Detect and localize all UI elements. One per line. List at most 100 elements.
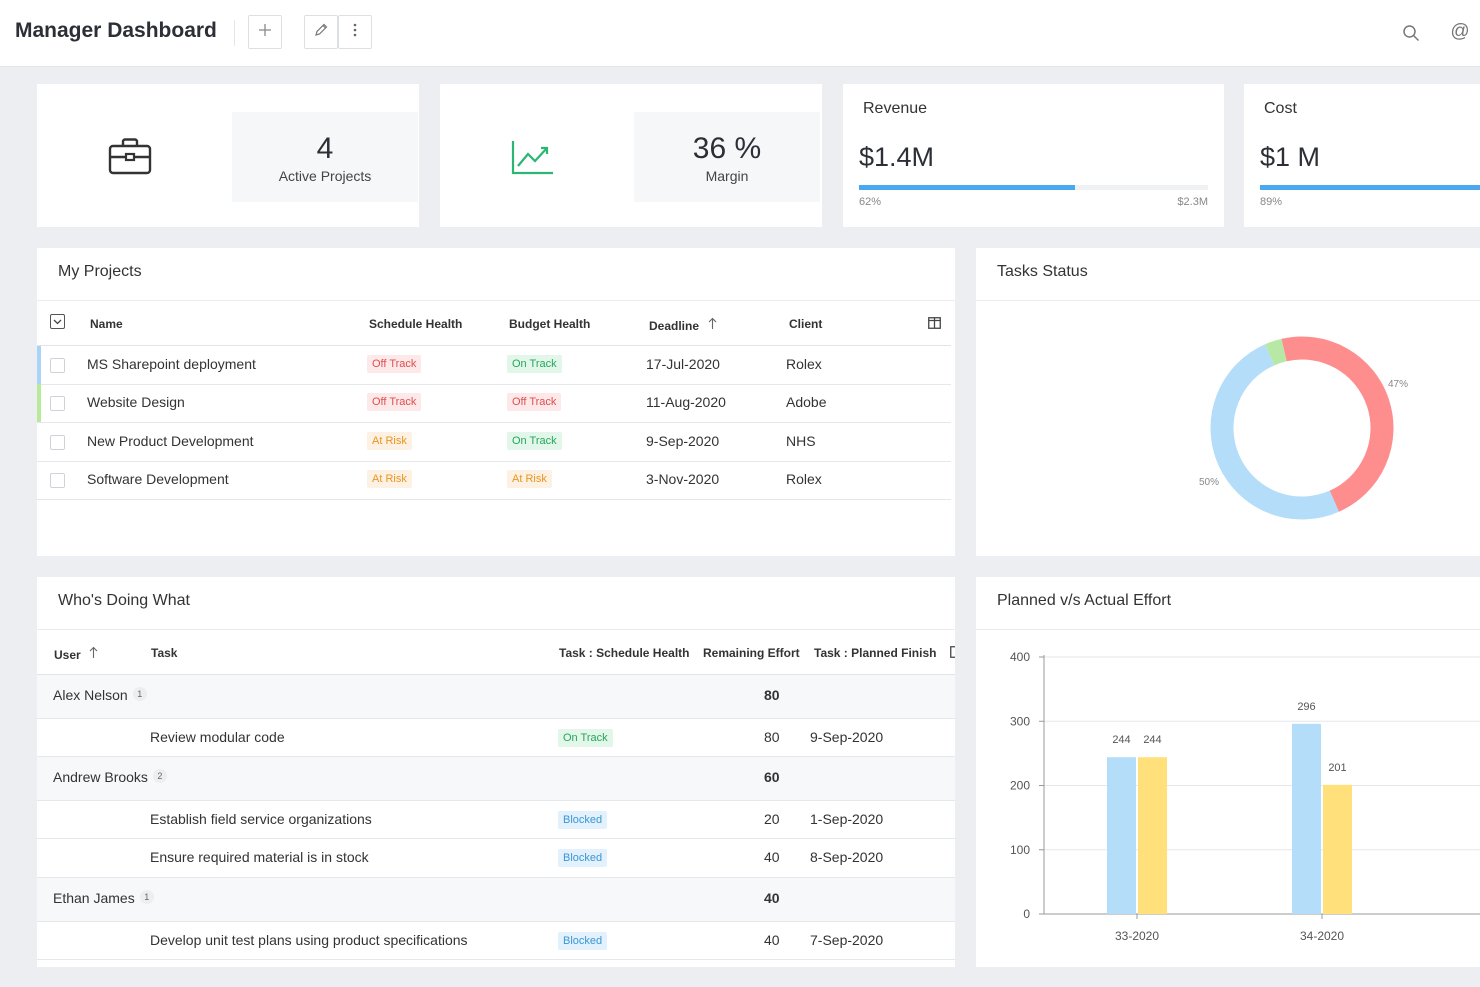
projects-table-header: Name Schedule Health Budget Health Deadl… bbox=[37, 301, 951, 346]
user-group-row[interactable]: Andrew Brooks 2 60 bbox=[37, 757, 955, 801]
task-name[interactable]: Review modular code bbox=[150, 729, 285, 745]
group-user: Alex Nelson 1 bbox=[53, 687, 147, 703]
row-checkbox[interactable] bbox=[50, 473, 65, 488]
budget-health-badge: On Track bbox=[507, 355, 562, 373]
effort-chart-title: Planned v/s Actual Effort bbox=[997, 592, 1172, 609]
revenue-card: Revenue $1.4M 62% $2.3M bbox=[843, 84, 1224, 227]
toolbar-divider bbox=[234, 20, 235, 46]
project-name[interactable]: New Product Development bbox=[87, 433, 254, 449]
whos-doing-what-panel: Who's Doing What User Task Task : Schedu… bbox=[37, 577, 955, 967]
task-health-badge: Blocked bbox=[558, 932, 608, 950]
sort-ascending-icon bbox=[89, 646, 98, 662]
project-row[interactable]: New Product Development At Risk On Track… bbox=[37, 423, 951, 462]
my-projects-title: My Projects bbox=[58, 263, 142, 280]
more-vertical-icon bbox=[353, 23, 357, 42]
cost-title: Cost bbox=[1264, 100, 1297, 117]
tasks-status-donut: 47% 50% bbox=[1199, 336, 1408, 520]
col-schedule-health[interactable]: Schedule Health bbox=[369, 317, 463, 331]
search-icon[interactable] bbox=[1400, 22, 1422, 44]
x-tick-label: 34-2020 bbox=[1300, 929, 1344, 943]
col-budget-health[interactable]: Budget Health bbox=[509, 317, 591, 331]
effort-bar[interactable] bbox=[1292, 723, 1321, 914]
project-name[interactable]: MS Sharepoint deployment bbox=[87, 356, 256, 372]
active-projects-card: 4 Active Projects bbox=[37, 84, 419, 227]
task-row[interactable]: Develop unit test plans using product sp… bbox=[37, 922, 955, 960]
task-row[interactable]: Ensure required material is in stock Blo… bbox=[37, 839, 955, 878]
col-deadline[interactable]: Deadline bbox=[649, 317, 717, 333]
task-name[interactable]: Establish field service organizations bbox=[150, 811, 372, 827]
row-checkbox[interactable] bbox=[50, 358, 65, 373]
col-user[interactable]: User bbox=[54, 646, 98, 662]
task-name[interactable]: Develop unit test plans using product sp… bbox=[150, 932, 468, 948]
schedule-health-badge: Off Track bbox=[367, 355, 422, 373]
column-chooser-icon[interactable] bbox=[928, 316, 941, 334]
col-task[interactable]: Task bbox=[151, 646, 178, 660]
x-tick-label: 33-2020 bbox=[1115, 929, 1159, 943]
y-tick-label: 0 bbox=[1023, 907, 1030, 921]
project-client: Adobe bbox=[786, 394, 827, 410]
user-group-row[interactable]: Ethan James 1 40 bbox=[37, 878, 955, 922]
pencil-icon bbox=[313, 22, 329, 43]
top-bar: Manager Dashboard @ bbox=[0, 0, 1480, 67]
cost-progress-fill bbox=[1260, 185, 1480, 190]
task-finish: 7-Sep-2020 bbox=[810, 932, 884, 948]
donut-slice-label: 47% bbox=[1388, 379, 1408, 390]
column-chooser-icon[interactable] bbox=[950, 645, 955, 663]
row-checkbox[interactable] bbox=[50, 435, 65, 450]
chevron-down-icon bbox=[53, 319, 62, 325]
more-options-button[interactable] bbox=[338, 15, 372, 49]
active-projects-stat: 4 Active Projects bbox=[232, 112, 418, 202]
at-icon[interactable]: @ bbox=[1450, 21, 1470, 42]
task-health-badge: On Track bbox=[558, 729, 613, 747]
panel-divider bbox=[976, 629, 1480, 630]
project-deadline: 11-Aug-2020 bbox=[646, 394, 726, 410]
panel-divider bbox=[37, 300, 955, 301]
col-deadline-label: Deadline bbox=[649, 319, 700, 333]
effort-bar-chart: 0 100 200 300 400 244 244 33-2020 296 201 34-2020 bbox=[1010, 650, 1480, 943]
task-row[interactable]: Establish field service organizations Bl… bbox=[37, 801, 955, 839]
budget-health-badge: Off Track bbox=[507, 393, 562, 411]
project-deadline: 9-Sep-2020 bbox=[646, 433, 720, 449]
project-row[interactable]: MS Sharepoint deployment Off Track On Tr… bbox=[37, 346, 951, 385]
task-finish: 1-Sep-2020 bbox=[810, 811, 884, 827]
select-all-checkbox[interactable] bbox=[50, 314, 65, 329]
panel-divider bbox=[37, 629, 955, 630]
effort-bar[interactable] bbox=[1107, 757, 1136, 914]
edit-button[interactable] bbox=[304, 15, 338, 49]
col-remaining-effort[interactable]: Remaining Effort bbox=[703, 646, 800, 660]
bar-value-label: 201 bbox=[1328, 762, 1346, 774]
task-name[interactable]: Ensure required material is in stock bbox=[150, 849, 369, 865]
schedule-health-badge: At Risk bbox=[367, 432, 412, 450]
user-group-row[interactable]: Alex Nelson 1 80 bbox=[37, 675, 955, 719]
effort-bar[interactable] bbox=[1323, 784, 1352, 914]
group-user-name: Alex Nelson bbox=[53, 687, 128, 703]
row-checkbox[interactable] bbox=[50, 396, 65, 411]
my-projects-panel: My Projects Name Schedule Health Budget … bbox=[37, 248, 955, 556]
col-planned-finish[interactable]: Task : Planned Finish bbox=[814, 646, 937, 660]
col-name[interactable]: Name bbox=[90, 317, 123, 331]
tasks-status-title: Tasks Status bbox=[997, 263, 1088, 280]
revenue-value: $1.4M bbox=[859, 142, 935, 172]
effort-bar[interactable] bbox=[1138, 757, 1167, 914]
revenue-max: $2.3M bbox=[1177, 196, 1208, 208]
schedule-health-badge: Off Track bbox=[367, 393, 422, 411]
col-task-schedule-health[interactable]: Task : Schedule Health bbox=[559, 646, 690, 660]
donut-slice[interactable] bbox=[1281, 336, 1394, 512]
col-client[interactable]: Client bbox=[789, 317, 823, 331]
task-row[interactable]: Review modular code On Track 80 9-Sep-20… bbox=[37, 719, 955, 757]
budget-health-badge: On Track bbox=[507, 432, 562, 450]
bar-value-label: 296 bbox=[1297, 701, 1315, 713]
project-row[interactable]: Website Design Off Track Off Track 11-Au… bbox=[37, 384, 951, 423]
revenue-percent: 62% bbox=[859, 196, 882, 208]
active-projects-label: Active Projects bbox=[278, 168, 372, 184]
donut-slice-label: 50% bbox=[1199, 477, 1219, 488]
donut-slice[interactable] bbox=[1210, 344, 1339, 520]
project-name[interactable]: Software Development bbox=[87, 471, 229, 487]
project-name[interactable]: Website Design bbox=[87, 394, 185, 410]
project-row[interactable]: Software Development At Risk At Risk 3-N… bbox=[37, 461, 951, 500]
donut-slice[interactable] bbox=[1265, 338, 1287, 366]
add-button[interactable] bbox=[248, 15, 282, 49]
task-effort: 40 bbox=[764, 932, 780, 948]
active-projects-value: 4 bbox=[316, 132, 334, 165]
task-finish: 8-Sep-2020 bbox=[810, 849, 884, 865]
